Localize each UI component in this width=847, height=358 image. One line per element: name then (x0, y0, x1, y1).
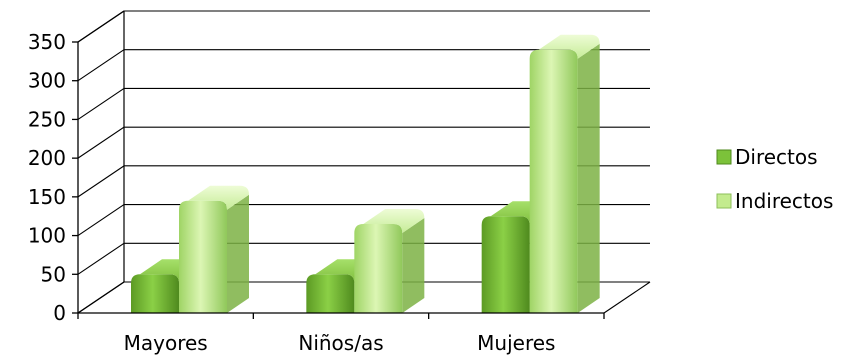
gridline-depth (77, 281, 125, 314)
y-tick-label: 50 (41, 262, 66, 286)
gridline-depth (77, 165, 125, 198)
y-tick-label: 250 (28, 107, 66, 131)
x-tick-label: Niños/as (298, 331, 383, 355)
y-tick-label: 200 (28, 146, 66, 170)
x-tick-label: Mayores (124, 331, 208, 355)
legend: Directos Indirectos (716, 145, 833, 213)
gridline-depth (77, 204, 125, 237)
legend-swatch (716, 193, 732, 209)
bar-indirectos (529, 34, 600, 313)
y-axis: 0 50 100 150 200 250 300 350 (28, 30, 79, 325)
y-tick-label: 150 (28, 185, 66, 209)
gridline-depth (77, 10, 125, 43)
floor-edge-right (603, 281, 651, 314)
bars-layer (131, 34, 600, 313)
gridline-depth (77, 49, 125, 82)
x-tick-label: Mujeres (477, 331, 555, 355)
legend-swatch (716, 149, 732, 165)
y-tick-label: 300 (28, 69, 66, 93)
bar-indirectos (354, 208, 425, 313)
gridline-depth (77, 242, 125, 275)
x-axis: Mayores Niños/as Mujeres (77, 312, 605, 355)
y-tick-label: 350 (28, 30, 66, 54)
legend-item: Indirectos (716, 189, 833, 213)
legend-label: Directos (735, 145, 818, 169)
bar-indirectos (179, 185, 249, 313)
y-tick-label: 0 (53, 301, 66, 325)
y-tick-label: 100 (28, 224, 66, 248)
legend-item: Directos (716, 145, 818, 169)
gridline-depth (77, 87, 125, 120)
gridline-depth (77, 126, 125, 159)
legend-label: Indirectos (735, 189, 833, 213)
